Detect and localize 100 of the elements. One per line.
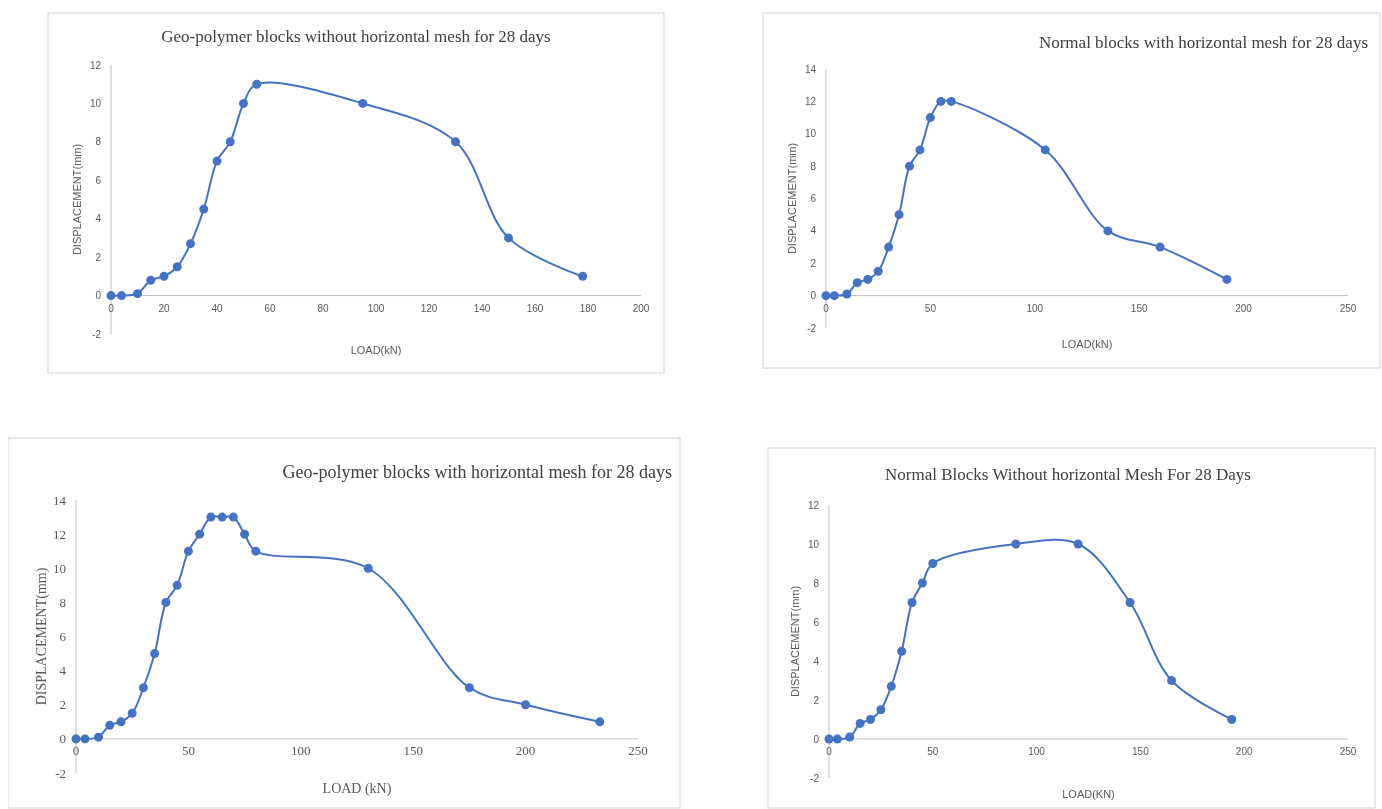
x-tick-label: 50: [924, 302, 937, 314]
point: [225, 137, 235, 147]
point: [239, 98, 248, 108]
y-tick-label: 12: [89, 59, 102, 71]
y-tick-label: -2: [55, 765, 66, 781]
point: [1222, 274, 1232, 284]
x-tick-label: 160: [526, 302, 544, 314]
point: [925, 113, 935, 123]
point: [71, 734, 81, 744]
point: [928, 559, 938, 568]
y-tick-label: 14: [804, 63, 817, 75]
x-tick-label: 250: [1339, 746, 1357, 757]
y-tick-label: 10: [804, 128, 817, 140]
point: [897, 646, 907, 656]
y-tick-label: 10: [89, 97, 102, 109]
y-tick-label: 12: [804, 95, 817, 107]
point: [863, 274, 873, 284]
x-tick-label: 100: [291, 742, 311, 758]
y-tick-label: 6: [810, 193, 817, 204]
point: [886, 681, 896, 691]
x-tick-label: 60: [264, 302, 276, 314]
x-tick-label: 200: [1235, 746, 1253, 757]
point: [504, 233, 513, 243]
point: [252, 79, 262, 89]
x-tick-label: 100: [1028, 746, 1046, 757]
y-tick-label: 4: [59, 663, 67, 679]
y-tick-label: 10: [807, 538, 820, 550]
x-axis-title: LOAD(KN): [1062, 788, 1115, 800]
point: [251, 546, 261, 556]
y-tick-label: -2: [92, 328, 102, 340]
y-tick-label: 6: [813, 616, 820, 628]
x-tick-label: 100: [1026, 302, 1044, 314]
point: [133, 289, 142, 299]
chart-title: Normal blocks with horizontal mesh for 28 days: [1038, 33, 1368, 52]
y-tick-label: 6: [95, 174, 102, 186]
y-tick-label: 8: [59, 594, 66, 610]
x-tick-label: 0: [108, 302, 115, 314]
point: [159, 271, 169, 281]
point: [917, 578, 927, 588]
point: [451, 137, 460, 147]
y-tick-label: 8: [95, 136, 102, 148]
point: [172, 262, 182, 272]
point: [595, 717, 605, 727]
point: [117, 291, 127, 301]
chart-title: Normal Blocks Without horizontal Mesh For 28 Days: [885, 465, 1251, 484]
x-tick-label: 200: [632, 302, 650, 314]
point: [907, 598, 917, 607]
y-axis-title: DISPLACEMENT(mm): [34, 567, 50, 706]
point: [521, 700, 531, 710]
point: [821, 291, 831, 301]
x-tick-label: 250: [628, 742, 648, 758]
point: [80, 734, 90, 744]
point: [1155, 242, 1165, 252]
point: [358, 98, 368, 108]
x-tick-label: 150: [1132, 746, 1150, 757]
y-tick-label: 14: [53, 492, 67, 508]
y-tick-label: 8: [810, 160, 817, 172]
point: [106, 291, 116, 301]
point: [829, 291, 839, 301]
y-tick-label: 8: [813, 577, 820, 589]
point: [195, 529, 205, 539]
point: [578, 271, 588, 281]
x-tick-label: 100: [367, 302, 385, 314]
x-axis-title: LOAD (kN): [322, 781, 392, 797]
point: [894, 210, 904, 220]
y-tick-label: 2: [59, 697, 66, 713]
point: [1125, 598, 1135, 607]
x-tick-label: 200: [1235, 302, 1253, 314]
y-tick-label: 4: [95, 213, 102, 225]
y-tick-label: 0: [810, 290, 817, 302]
point: [464, 683, 474, 693]
y-tick-label: 12: [807, 499, 820, 511]
point: [150, 649, 160, 659]
point: [363, 563, 373, 573]
y-tick-label: 2: [95, 251, 102, 263]
y-tick-label: 12: [53, 526, 66, 542]
point: [1103, 226, 1113, 236]
x-tick-label: 0: [823, 302, 830, 314]
point: [240, 529, 250, 539]
point: [946, 96, 956, 106]
y-tick-label: 2: [810, 257, 817, 269]
point: [1167, 676, 1177, 685]
x-tick-label: 180: [579, 302, 597, 314]
x-tick-label: 50: [181, 742, 195, 758]
x-tick-label: 200: [515, 742, 536, 758]
point: [876, 705, 886, 715]
point: [138, 683, 148, 693]
y-tick-label: 4: [810, 225, 817, 237]
point: [161, 597, 171, 607]
point: [1011, 539, 1021, 549]
point: [845, 732, 855, 742]
x-tick-label: 250: [1339, 302, 1357, 314]
point: [127, 708, 137, 718]
point: [905, 161, 915, 171]
y-tick-label: 0: [813, 733, 820, 745]
y-tick-label: -2: [810, 772, 820, 784]
x-tick-label: 80: [317, 302, 329, 314]
point: [228, 512, 238, 522]
point: [873, 266, 883, 276]
y-tick-label: 0: [59, 731, 66, 747]
